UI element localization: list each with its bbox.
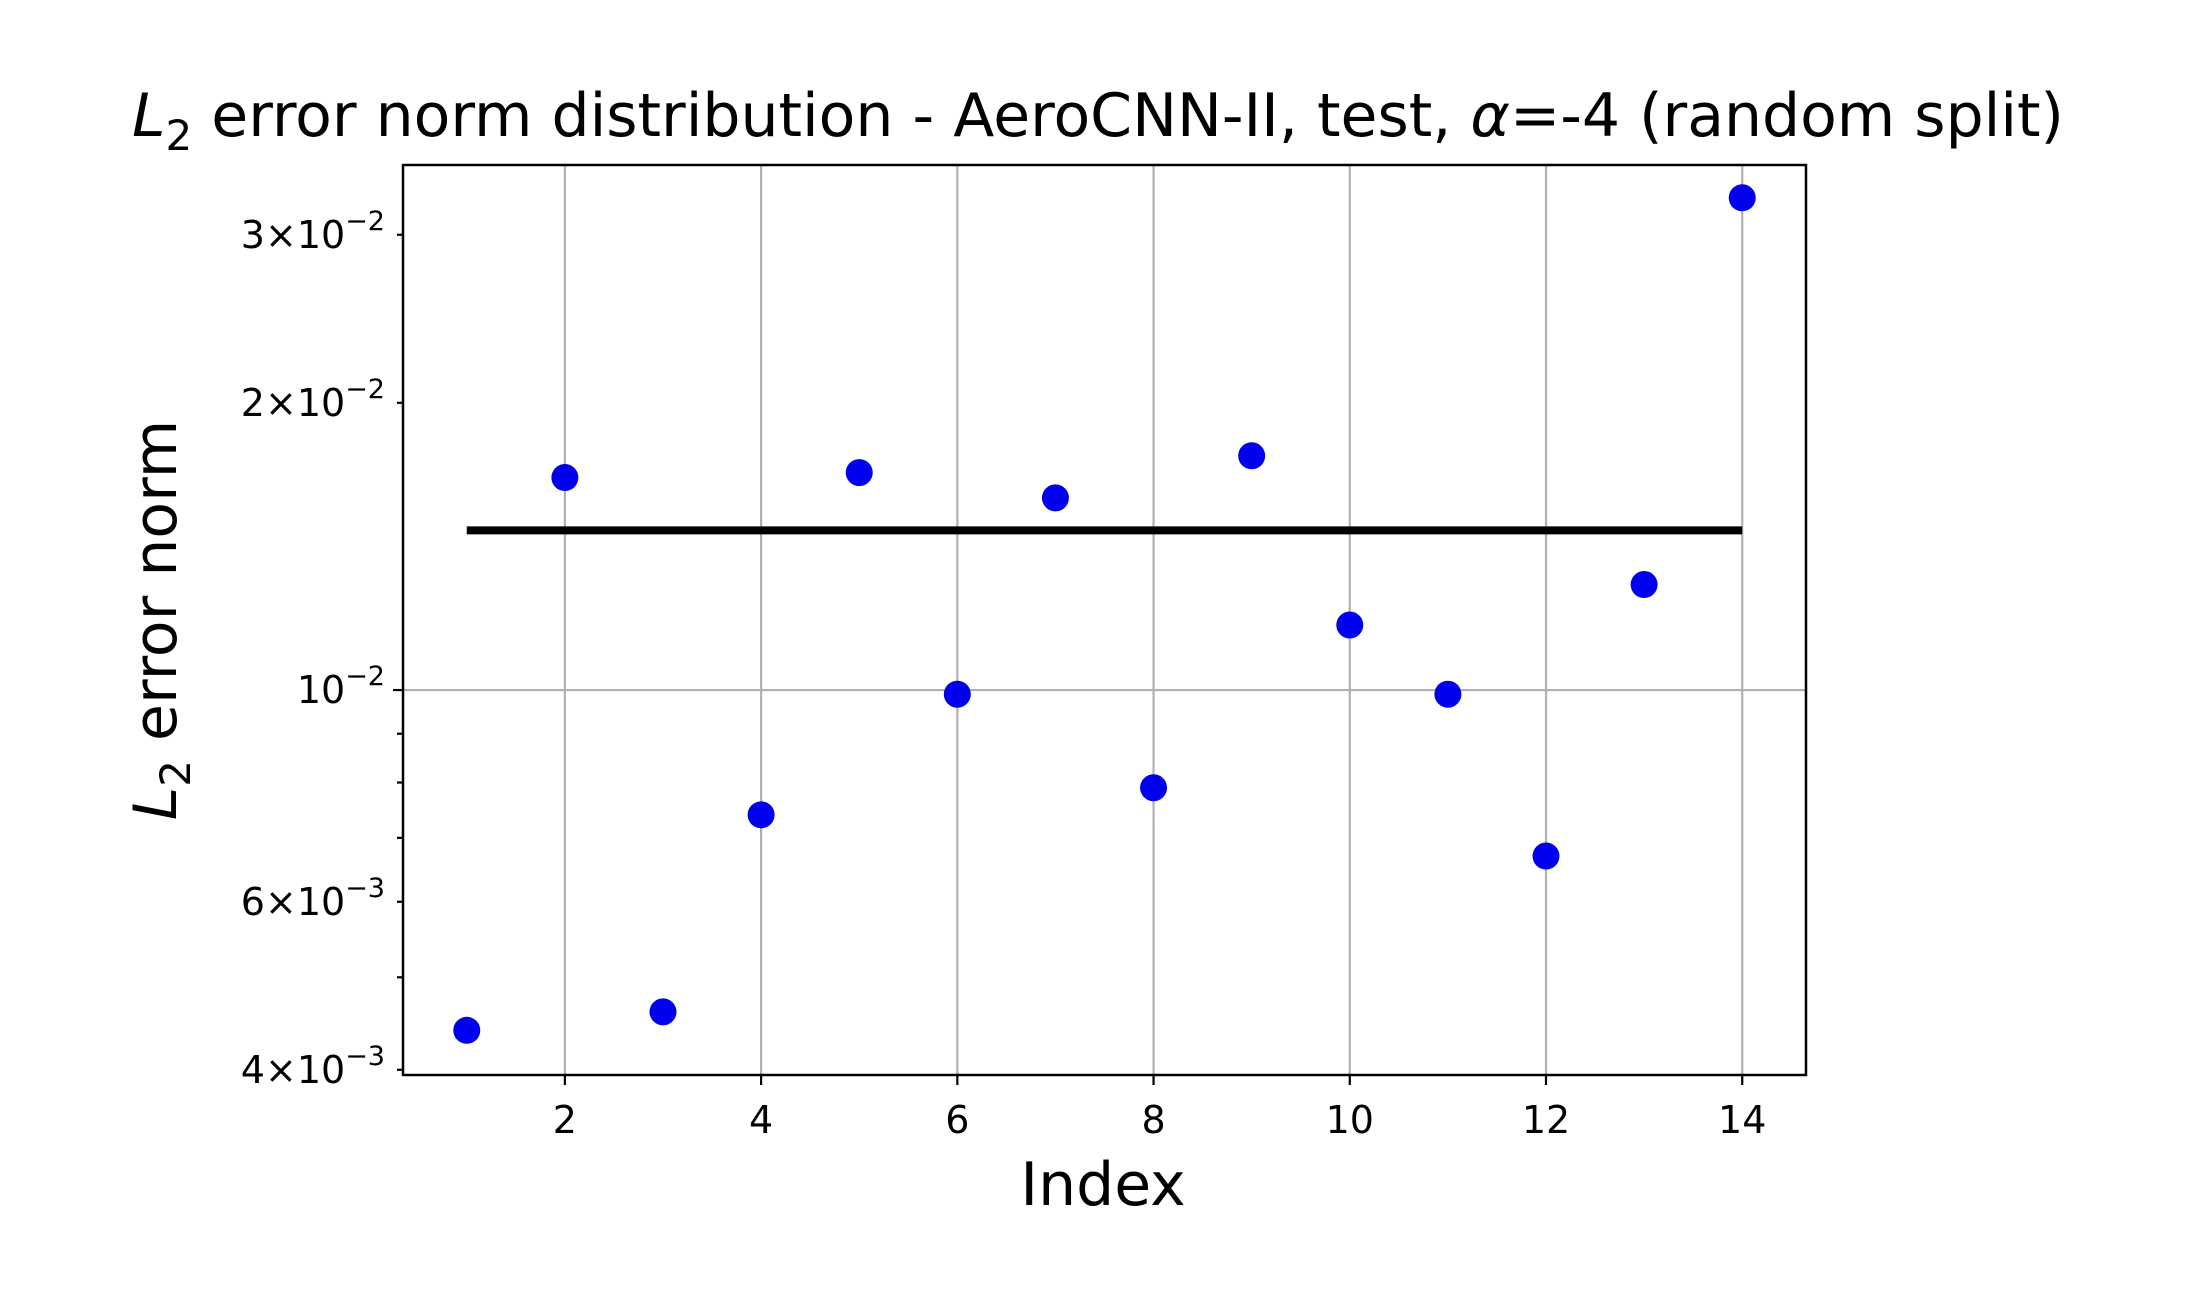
x-tick-label: 6: [945, 1098, 969, 1142]
y-tick-label: 3×10−2: [241, 206, 385, 257]
y-axis-ticks: 4×10−3 6×10−3 10−2 2×10−2 3×10−2: [241, 206, 403, 1092]
data-point: [551, 464, 579, 492]
data-point: [649, 998, 677, 1026]
data-point: [1041, 484, 1069, 512]
x-tick-label: 12: [1522, 1098, 1570, 1142]
chart-title: L2 error norm distribution - AeroCNN-II,…: [132, 81, 2064, 160]
y-tick-label: 4×10−3: [241, 1041, 385, 1092]
data-point: [1532, 842, 1560, 870]
plot-frame: [401, 163, 1808, 1077]
data-point: [845, 459, 873, 487]
data-point: [943, 680, 971, 708]
data-point: [747, 801, 775, 829]
data-points: [453, 184, 1756, 1044]
data-point: [1630, 571, 1658, 599]
x-tick-label: 4: [749, 1098, 773, 1142]
x-tick-label: 2: [553, 1098, 577, 1142]
y-tick-label: 6×10−3: [241, 873, 385, 924]
data-point: [1140, 774, 1168, 802]
data-point: [1728, 184, 1756, 212]
y-axis-label: L2 error norm: [121, 420, 200, 820]
data-point: [1336, 611, 1364, 639]
data-point: [453, 1016, 481, 1044]
x-tick-label: 14: [1718, 1098, 1766, 1142]
data-point: [1238, 442, 1266, 470]
y-tick-label: 10−2: [297, 661, 385, 712]
x-axis-label: Index: [1020, 1150, 1185, 1220]
x-tick-label: 10: [1326, 1098, 1374, 1142]
x-axis-ticks: 2 4 6 8 10 12 14: [553, 1075, 1766, 1142]
data-point: [1434, 680, 1462, 708]
y-tick-label: 2×10−2: [241, 374, 385, 425]
x-tick-label: 8: [1141, 1098, 1165, 1142]
grid: [403, 165, 1806, 1075]
